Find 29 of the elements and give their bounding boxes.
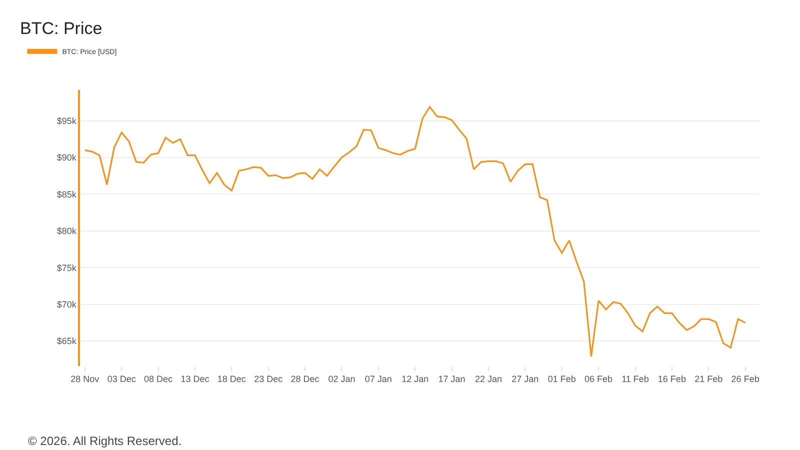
y-tick-label: $95k <box>56 116 77 126</box>
x-tick-label: 22 Jan <box>474 374 502 384</box>
x-tick-label: 07 Jan <box>364 374 392 384</box>
y-tick-label: $70k <box>56 299 77 310</box>
x-tick-label: 23 Dec <box>254 374 284 384</box>
x-tick-label: 12 Jan <box>402 374 429 384</box>
text: © 2026. All Rights Reserved. <box>28 434 182 448</box>
x-tick-label: 18 Dec <box>217 374 246 384</box>
x-tick-label: 28 Nov <box>70 374 100 384</box>
x-tick-label: 02 Jan <box>328 374 356 384</box>
x-tick-label: 11 Feb <box>622 374 649 384</box>
x-tick-label: 17 Jan <box>438 374 466 384</box>
x-tick-label: 06 Feb <box>584 374 613 384</box>
chart-title: BTC: Price <box>20 18 102 38</box>
x-tick-label: 03 Dec <box>107 374 136 384</box>
y-tick-label: $85k <box>56 189 77 200</box>
x-tick-label: 26 Feb <box>731 374 760 384</box>
x-tick-label: 08 Dec <box>144 374 174 384</box>
y-tick-label: $80k <box>56 226 77 236</box>
x-tick-label: 13 Dec <box>180 374 210 384</box>
y-tick-label: $75k <box>56 262 77 273</box>
x-tick-label: 01 Feb <box>548 374 576 384</box>
x-tick-label: 16 Feb <box>658 374 686 384</box>
y-tick-label: $90k <box>56 152 77 163</box>
x-tick-label: 21 Feb <box>694 374 723 384</box>
x-tick-label: 28 Dec <box>290 374 320 384</box>
y-tick-label: $65k <box>56 336 77 346</box>
line-series <box>84 106 746 358</box>
x-tick-label: 27 Jan <box>512 374 539 384</box>
